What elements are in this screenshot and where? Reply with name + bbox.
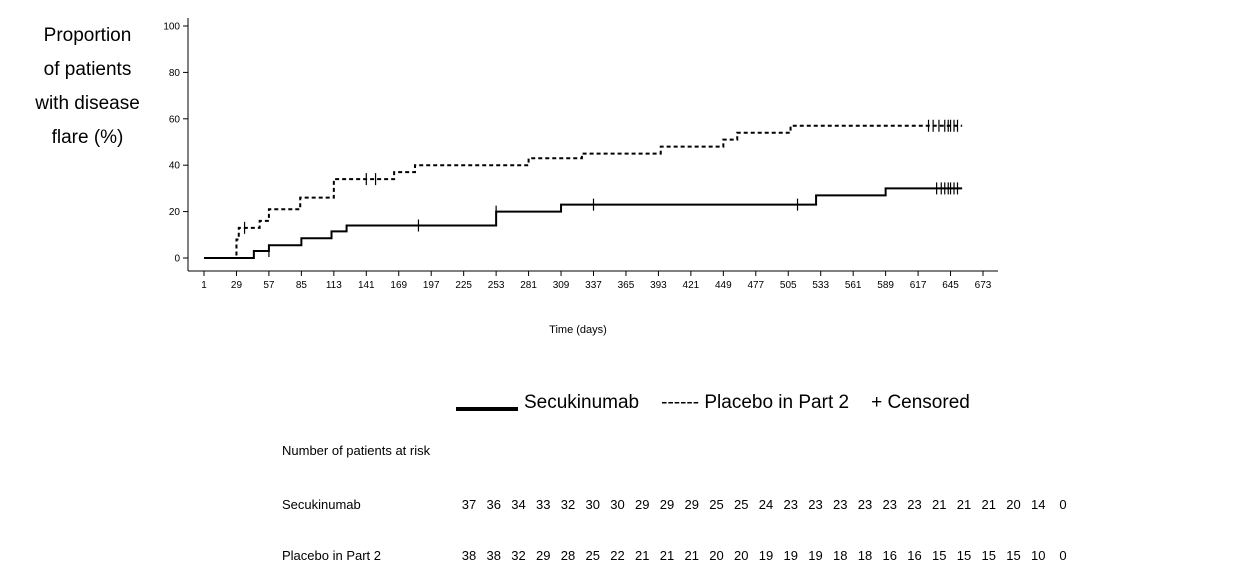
- risk-value-placebo: 32: [511, 548, 526, 563]
- risk-row-label-secukinumab: Secukinumab: [282, 497, 361, 512]
- y-axis-label-line: with disease: [35, 93, 140, 114]
- risk-value-placebo: 21: [635, 548, 650, 563]
- legend-solid-line-swatch: [456, 407, 518, 411]
- x-tick-label: 169: [390, 280, 407, 291]
- risk-value-placebo: 28: [560, 548, 576, 563]
- risk-value-secukinumab: 23: [783, 497, 798, 512]
- risk-value-placebo: 20: [734, 548, 749, 563]
- x-tick-label: 533: [812, 280, 829, 291]
- y-tick-label: 0: [174, 254, 180, 265]
- y-tick-label: 40: [169, 161, 181, 172]
- x-tick-label: 113: [326, 280, 342, 291]
- risk-value-secukinumab: 30: [585, 497, 600, 512]
- risk-value-secukinumab: 21: [981, 497, 996, 512]
- risk-value-secukinumab: 25: [709, 497, 724, 512]
- risk-value-placebo: 15: [981, 548, 996, 563]
- x-tick-label: 645: [942, 280, 959, 291]
- x-tick-label: 1: [201, 280, 207, 291]
- y-axis-label-line: of patients: [43, 59, 132, 80]
- x-tick-label: 477: [747, 280, 764, 291]
- series-placebo-curve: [204, 124, 963, 259]
- y-tick-label: 60: [169, 114, 181, 125]
- risk-value-placebo: 0: [1059, 548, 1067, 563]
- risk-value-placebo: 16: [907, 548, 922, 563]
- risk-row-label-placebo: Placebo in Part 2: [282, 548, 382, 563]
- risk-value-secukinumab: 33: [536, 497, 551, 512]
- x-tick-label: 673: [975, 280, 992, 291]
- x-tick-label: 253: [488, 280, 505, 291]
- risk-value-secukinumab: 34: [511, 497, 526, 512]
- risk-value-placebo: 15: [1006, 548, 1021, 563]
- risk-value-secukinumab: 36: [486, 497, 501, 512]
- km-chart: 0 20 40 60 80 100 1 29 57 85 113 141 169 197 225 253 281…: [163, 18, 998, 336]
- risk-value-placebo: 18: [857, 548, 873, 563]
- risk-value-placebo: 22: [610, 548, 625, 563]
- risk-value-secukinumab: 21: [956, 497, 972, 512]
- y-tick-label: 20: [169, 207, 181, 218]
- legend-item-secukinumab: Secukinumab: [524, 392, 640, 413]
- risk-value-placebo: 18: [833, 548, 848, 563]
- risk-value-placebo: 10: [1031, 548, 1046, 563]
- x-tick-label: 225: [455, 280, 472, 291]
- risk-value-placebo: 16: [882, 548, 897, 563]
- legend: Secukinumab ------ Placebo in Part 2 + Cen…: [456, 392, 970, 414]
- risk-value-secukinumab: 25: [734, 497, 749, 512]
- y-axis-label-line: Proportion: [43, 25, 132, 46]
- x-tick-label: 505: [780, 280, 797, 291]
- x-tick-label: 617: [910, 280, 927, 291]
- risk-value-placebo: 25: [585, 548, 600, 563]
- risk-value-secukinumab: 20: [1006, 497, 1021, 512]
- risk-value-placebo: 19: [758, 548, 774, 563]
- risk-value-placebo: 15: [956, 548, 972, 563]
- risk-value-secukinumab: 23: [907, 497, 922, 512]
- x-axis-label: Time (days): [549, 324, 607, 336]
- risk-value-secukinumab: 21: [932, 497, 947, 512]
- series-secukinumab-curve: [204, 187, 963, 259]
- y-tick-label: 100: [163, 22, 180, 33]
- x-tick-label: 449: [715, 280, 732, 291]
- risk-value-placebo: 29: [536, 548, 551, 563]
- x-tick-label: 57: [263, 280, 275, 291]
- legend-item-censored: + Censored: [871, 392, 970, 413]
- risk-value-placebo: 38: [486, 548, 501, 563]
- x-tick-label: 421: [683, 280, 700, 291]
- risk-value-secukinumab: 29: [635, 497, 650, 512]
- risk-value-placebo: 19: [808, 548, 823, 563]
- risk-value-secukinumab: 0: [1059, 497, 1067, 512]
- x-tick-label: 197: [423, 280, 440, 291]
- risk-value-secukinumab: 29: [659, 497, 675, 512]
- y-tick-label: 80: [169, 68, 181, 79]
- x-tick-label: 365: [618, 280, 635, 291]
- x-tick-label: 85: [296, 280, 308, 291]
- risk-value-secukinumab: 30: [610, 497, 625, 512]
- risk-value-placebo: 38: [461, 548, 477, 563]
- x-tick-label: 393: [650, 280, 667, 291]
- risk-value-secukinumab: 23: [882, 497, 897, 512]
- x-tick-label: 337: [585, 280, 602, 291]
- y-axis-label-line: flare (%): [51, 127, 124, 148]
- risk-value-secukinumab: 29: [684, 497, 699, 512]
- risk-value-secukinumab: 14: [1031, 497, 1046, 512]
- risk-value-placebo: 20: [709, 548, 724, 563]
- risk-value-secukinumab: 23: [808, 497, 823, 512]
- x-tick-label: 589: [877, 280, 894, 291]
- risk-table-title: Number of patients at risk: [282, 443, 431, 458]
- x-tick-label: 309: [553, 280, 570, 291]
- risk-value-placebo: 15: [932, 548, 947, 563]
- risk-value-secukinumab: 23: [857, 497, 873, 512]
- risk-value-secukinumab: 37: [461, 497, 477, 512]
- risk-value-placebo: 21: [684, 548, 699, 563]
- risk-value-secukinumab: 24: [758, 497, 774, 512]
- x-tick-label: 141: [358, 280, 375, 291]
- x-tick-label: 29: [231, 280, 243, 291]
- legend-item-placebo: ------ Placebo in Part 2: [661, 392, 850, 413]
- x-tick-label: 281: [520, 280, 537, 291]
- risk-value-placebo: 21: [659, 548, 675, 563]
- risk-value-placebo: 19: [783, 548, 798, 563]
- x-tick-label: 561: [845, 280, 862, 291]
- risk-value-secukinumab: 32: [560, 497, 576, 512]
- risk-value-secukinumab: 23: [833, 497, 848, 512]
